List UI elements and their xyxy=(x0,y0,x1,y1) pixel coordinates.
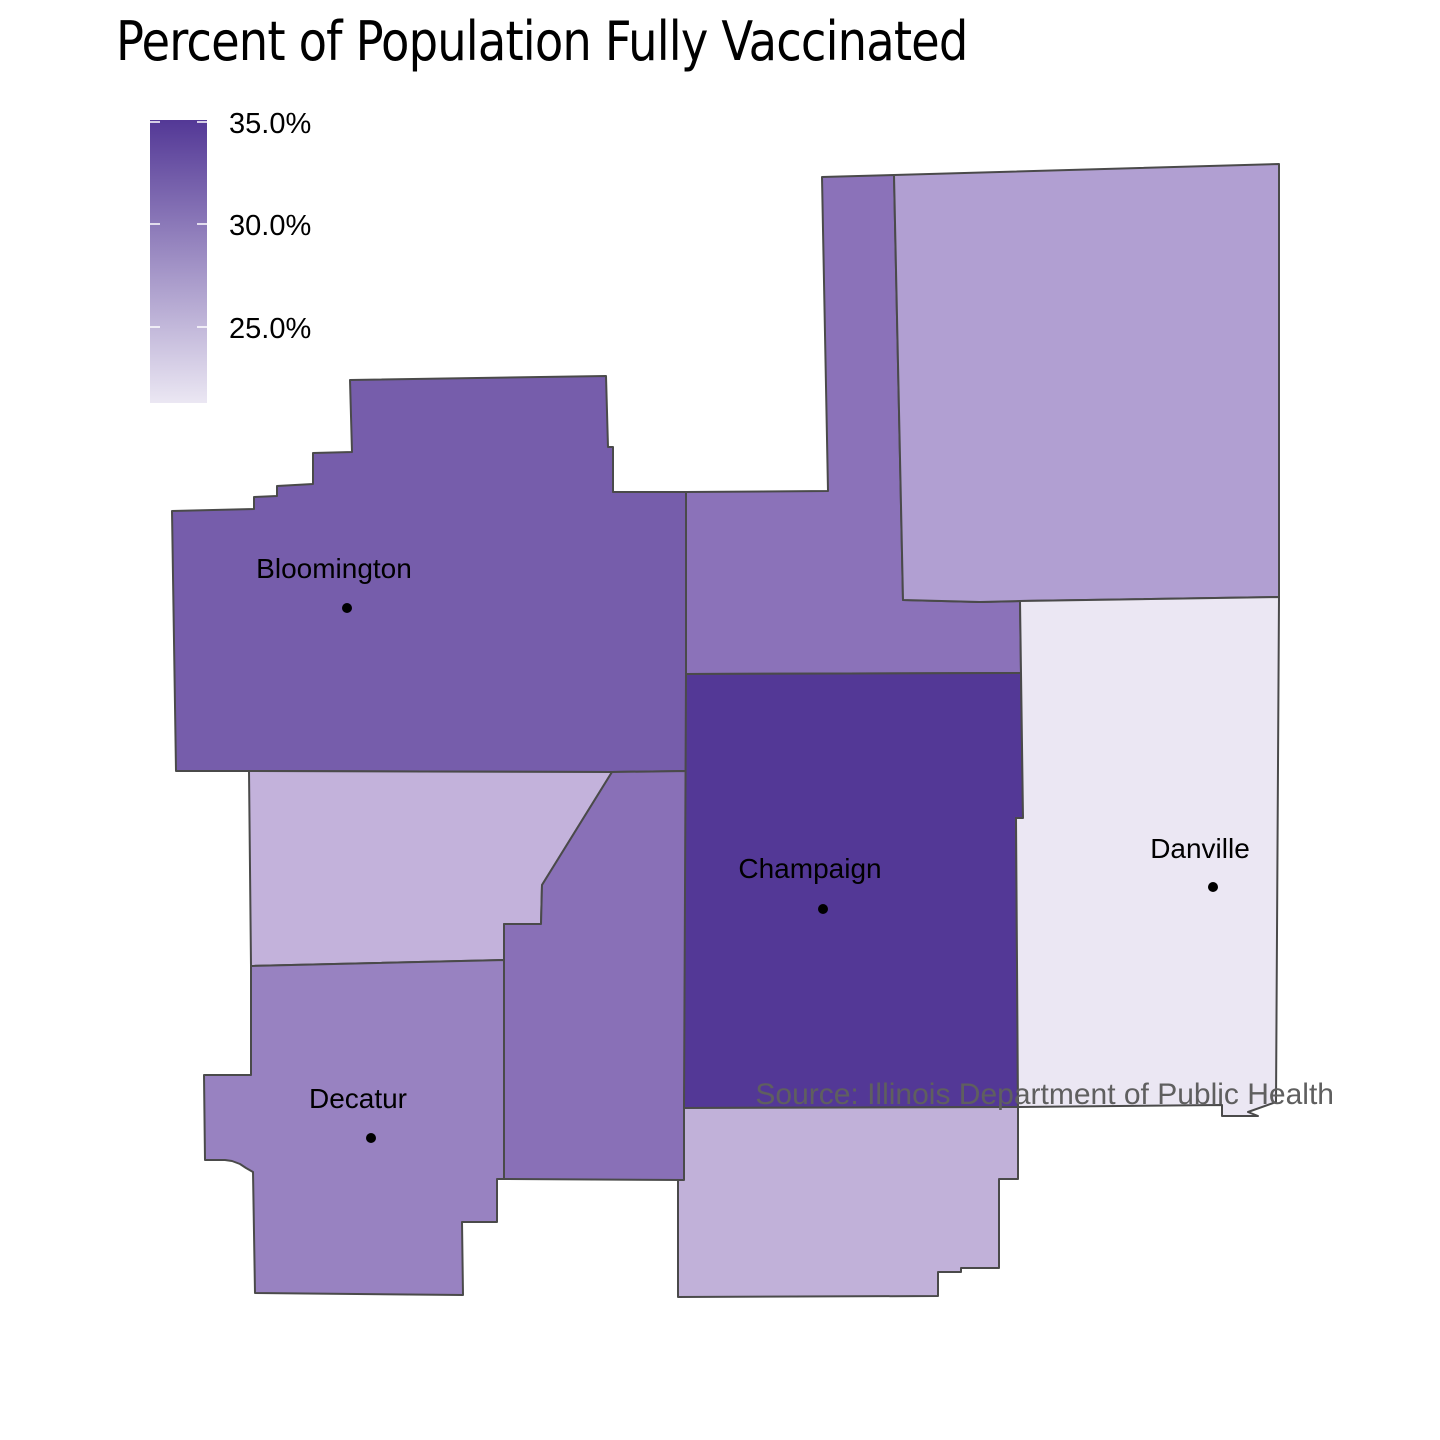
legend: 35.0% 30.0% 25.0% xyxy=(150,108,311,403)
cities: Bloomington Champaign Danville Decatur xyxy=(256,553,1250,1143)
city-label-decatur: Decatur xyxy=(309,1083,407,1114)
city-marker-bloomington xyxy=(342,603,352,613)
legend-label-35: 35.0% xyxy=(229,108,311,140)
legend-colorbar xyxy=(150,120,207,403)
county-decatur xyxy=(203,959,505,1296)
county-south xyxy=(677,1106,1019,1298)
counties xyxy=(171,163,1280,1298)
city-marker-danville xyxy=(1208,882,1218,892)
city-label-danville: Danville xyxy=(1150,833,1250,864)
city-label-champaign: Champaign xyxy=(738,853,881,884)
city-marker-decatur xyxy=(366,1133,376,1143)
county-danville xyxy=(1015,596,1280,1117)
county-champaign xyxy=(683,672,1024,1109)
city-label-bloomington: Bloomington xyxy=(256,553,412,584)
source-note: Source: Illinois Department of Public He… xyxy=(755,1078,1334,1111)
legend-label-25: 25.0% xyxy=(229,313,311,345)
legend-label-30: 30.0% xyxy=(229,210,311,242)
county-bloomington xyxy=(171,375,687,773)
map-title: Percent of Population Fully Vaccinated xyxy=(116,10,968,73)
county-northeast xyxy=(893,163,1280,603)
city-marker-champaign xyxy=(818,904,828,914)
